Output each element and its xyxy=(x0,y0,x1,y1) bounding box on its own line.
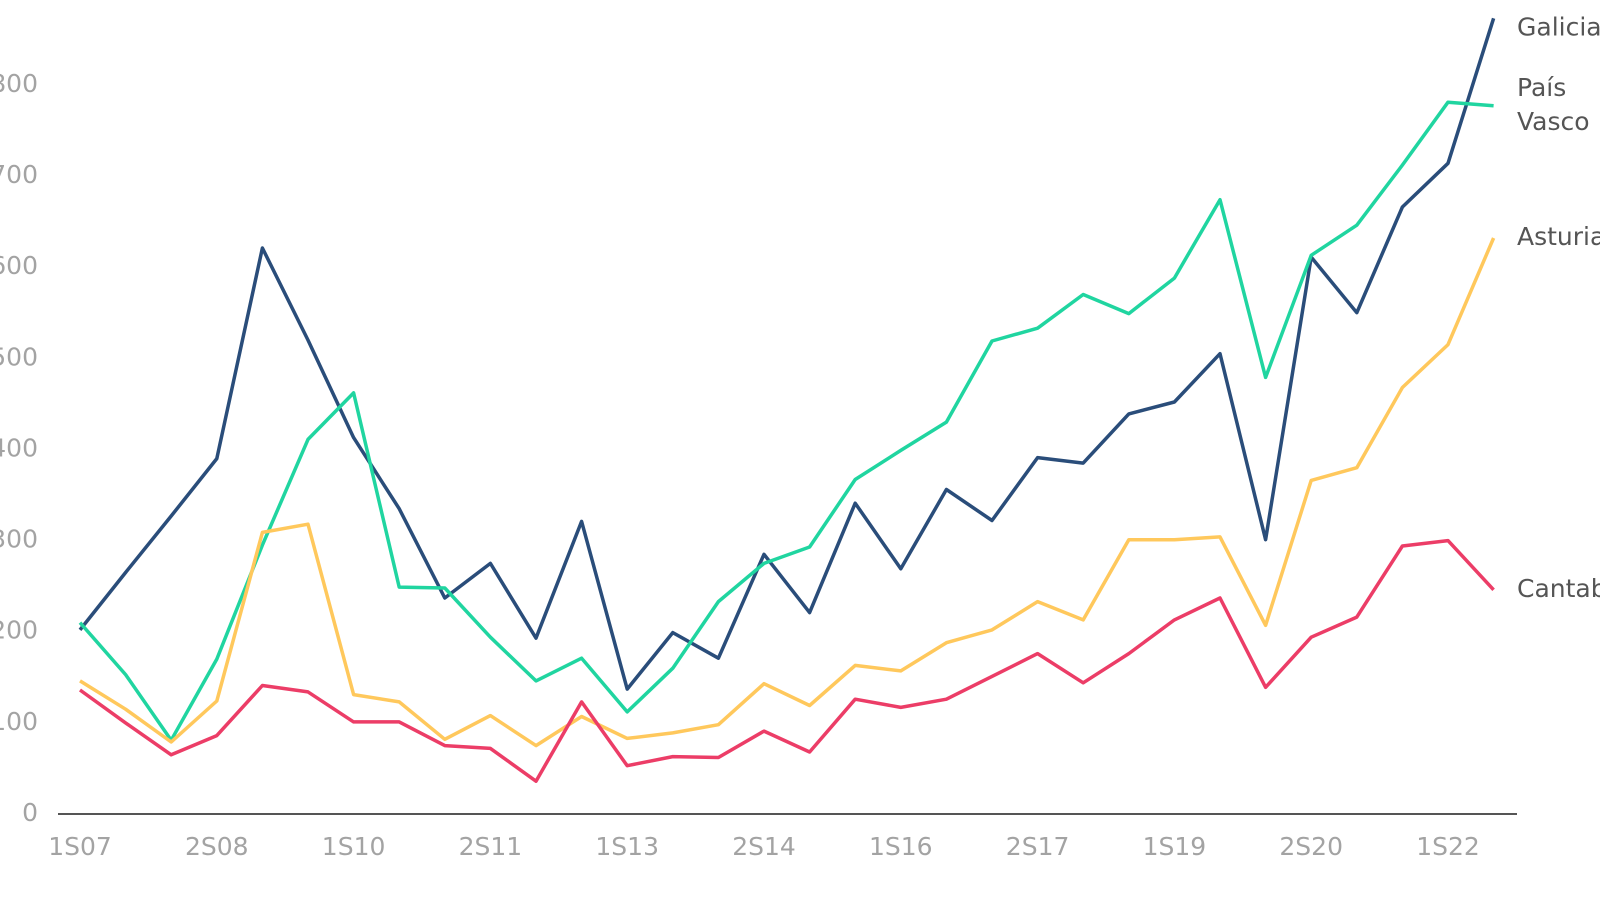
series-label: País Vasco xyxy=(1517,73,1590,136)
x-tick-label: 2S11 xyxy=(459,832,523,861)
y-tick-label: 400 xyxy=(0,433,38,462)
x-tick-label: 1S13 xyxy=(595,832,659,861)
x-tick-label: 2S08 xyxy=(185,832,249,861)
x-tick-label: 1S10 xyxy=(322,832,386,861)
series-line xyxy=(78,538,1495,783)
series-line xyxy=(79,237,1496,748)
y-tick-label: 500 xyxy=(0,342,38,371)
y-tick-label: 600 xyxy=(0,251,38,280)
x-tick-label: 2S17 xyxy=(1006,832,1070,861)
series-label: Galicia xyxy=(1517,12,1600,41)
y-tick-label: 700 xyxy=(0,160,38,189)
x-tick-label: 1S22 xyxy=(1416,832,1480,861)
x-tick-label: 2S14 xyxy=(732,832,796,861)
y-tick-label: 100 xyxy=(0,707,38,736)
series-label-line: Vasco xyxy=(1517,107,1590,136)
y-tick-label: 800 xyxy=(0,69,38,98)
series-line xyxy=(78,100,1494,742)
x-tick-label: 1S07 xyxy=(48,832,112,861)
series-label: Cantabria xyxy=(1517,574,1600,603)
y-tick-label: 200 xyxy=(0,616,38,645)
series-label: Asturias xyxy=(1517,222,1600,251)
y-tick-label: 0 xyxy=(22,798,38,827)
series-line xyxy=(78,17,1496,691)
y-tick-label: 300 xyxy=(0,525,38,554)
x-tick-label: 1S19 xyxy=(1143,832,1207,861)
series-label-line: País xyxy=(1517,73,1566,102)
x-tick-label: 1S16 xyxy=(869,832,933,861)
x-tick-label: 2S20 xyxy=(1279,832,1343,861)
